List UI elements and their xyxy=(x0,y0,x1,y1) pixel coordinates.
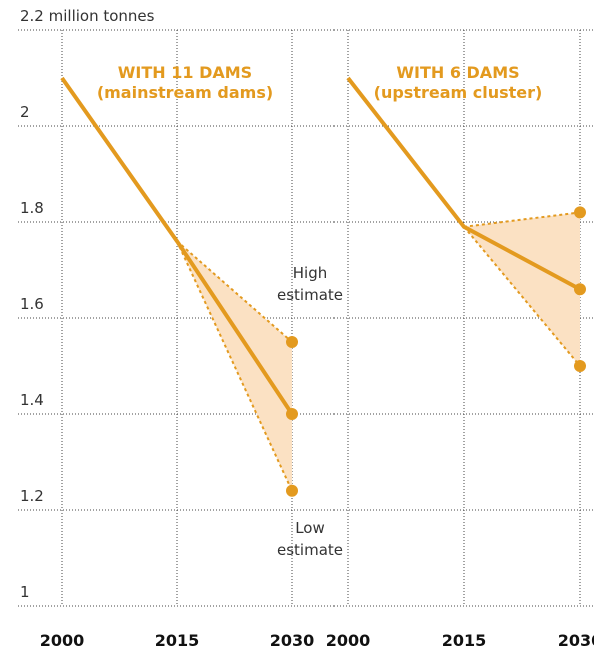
annotation: estimate xyxy=(277,541,343,559)
estimate-range xyxy=(177,241,292,491)
annotation: estimate xyxy=(277,286,343,304)
annotation: High xyxy=(293,264,327,282)
central-line xyxy=(346,76,581,291)
y-tick-label: 1.8 xyxy=(20,199,44,217)
end-point xyxy=(574,360,586,372)
y-tick-label: 2.2 million tonnes xyxy=(20,7,155,25)
end-point xyxy=(574,283,586,296)
y-tick-label: 1.6 xyxy=(20,295,44,313)
low-estimate-line xyxy=(176,240,293,492)
x-tick-label: 2030 xyxy=(558,631,594,650)
x-tick-label: 2015 xyxy=(442,631,487,650)
high-estimate-line xyxy=(176,240,293,343)
annotation: Low xyxy=(295,519,325,537)
end-point xyxy=(574,206,586,219)
x-tick-label: 2030 xyxy=(270,631,315,650)
x-tick-label: 2000 xyxy=(40,631,85,650)
panel-title: WITH 6 DAMS xyxy=(396,63,519,82)
high-estimate-line xyxy=(463,211,581,228)
estimate-range xyxy=(464,212,580,366)
end-point xyxy=(286,336,298,348)
y-tick-label: 1.4 xyxy=(20,391,44,409)
central-line xyxy=(60,76,294,416)
y-tick-label: 2 xyxy=(20,103,30,121)
panel-subtitle: (mainstream dams) xyxy=(97,83,273,102)
y-tick-label: 1.2 xyxy=(20,487,44,505)
end-point xyxy=(286,408,298,420)
panel-title: WITH 11 DAMS xyxy=(118,63,252,82)
low-estimate-line xyxy=(463,226,581,367)
panel-subtitle: (upstream cluster) xyxy=(374,83,543,102)
x-tick-label: 2015 xyxy=(155,631,200,650)
y-tick-label: 1 xyxy=(20,583,30,601)
x-tick-label: 2000 xyxy=(326,631,371,650)
end-point xyxy=(286,484,298,497)
